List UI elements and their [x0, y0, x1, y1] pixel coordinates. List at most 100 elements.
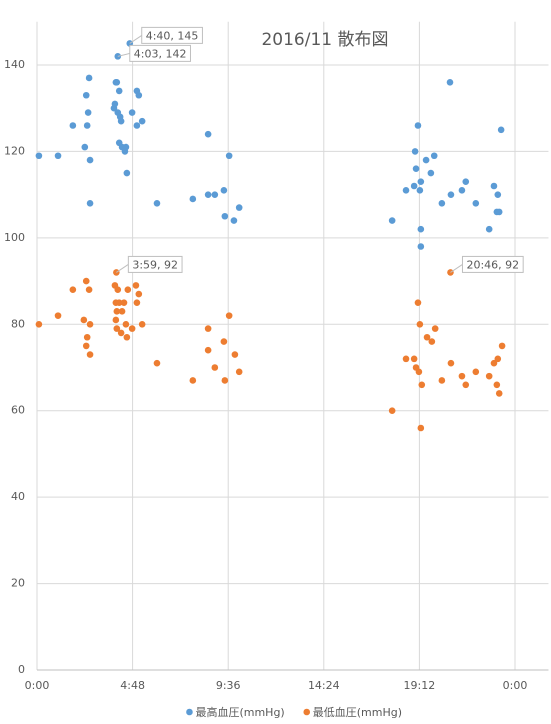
- point: [84, 109, 92, 116]
- y-tick-label: 100: [4, 231, 25, 244]
- point: [113, 269, 120, 276]
- point: [438, 377, 446, 384]
- plot: [35, 40, 506, 432]
- point: [220, 187, 228, 194]
- y-tick-label: 140: [4, 58, 25, 71]
- point: [113, 78, 121, 86]
- point: [123, 333, 131, 341]
- data-label: 4:03, 142: [134, 47, 187, 60]
- point: [115, 87, 123, 95]
- data-label: 3:59, 92: [132, 258, 178, 271]
- legend-label: 最低血圧(mmHg): [313, 705, 402, 719]
- legend-label: 最高血圧(mmHg): [195, 705, 284, 719]
- point: [35, 152, 43, 160]
- point: [225, 312, 233, 319]
- legend-item: 最高血圧(mmHg): [186, 705, 285, 719]
- chart-title: 2016/11 散布図: [261, 30, 388, 50]
- point: [204, 130, 212, 138]
- point: [114, 286, 122, 294]
- point: [69, 286, 77, 294]
- y-tick-label: 40: [11, 490, 25, 503]
- point: [417, 243, 425, 250]
- point: [458, 372, 466, 380]
- grid: 0 20 40 60 80 100 120 140 0:00 4:48 9:36 14:24 19:12…: [4, 21, 549, 692]
- point: [81, 143, 89, 151]
- point: [422, 156, 430, 164]
- x-tick-label: 0:00: [25, 679, 50, 692]
- point: [388, 217, 396, 224]
- point: [388, 407, 396, 415]
- point: [472, 368, 480, 376]
- point: [128, 109, 136, 116]
- point: [135, 290, 143, 298]
- y-tick-label: 60: [11, 404, 25, 417]
- point: [80, 316, 88, 324]
- x-tick-label: 19:12: [404, 679, 436, 692]
- point: [133, 122, 141, 129]
- point: [493, 381, 501, 389]
- point: [204, 325, 212, 332]
- point: [230, 217, 238, 224]
- point: [82, 342, 90, 350]
- point: [416, 320, 424, 328]
- label-leader: [116, 264, 129, 273]
- point: [112, 316, 120, 324]
- label-leader: [129, 34, 143, 44]
- point: [132, 282, 140, 289]
- label-box: [127, 255, 183, 273]
- point: [86, 156, 94, 164]
- point: [117, 117, 125, 125]
- x-tick-label: 0:00: [503, 679, 528, 692]
- point: [495, 208, 503, 216]
- point: [402, 355, 410, 363]
- point: [225, 152, 233, 160]
- point: [85, 286, 93, 294]
- point: [427, 169, 435, 177]
- x-tick-label: 9:36: [216, 679, 241, 692]
- point: [418, 381, 426, 389]
- point: [428, 338, 436, 345]
- point: [138, 320, 146, 328]
- point: [83, 333, 91, 341]
- point: [189, 377, 197, 384]
- point: [497, 126, 505, 134]
- point: [494, 191, 502, 198]
- point: [82, 91, 90, 99]
- data-label: 4:40, 145: [146, 29, 199, 42]
- point: [86, 351, 94, 358]
- point: [231, 351, 239, 358]
- point: [446, 78, 454, 86]
- point: [410, 182, 418, 190]
- point: [417, 225, 425, 233]
- point: [416, 187, 424, 194]
- point: [204, 191, 212, 198]
- point: [111, 100, 119, 108]
- point: [153, 199, 161, 207]
- x-tick-label: 4:48: [120, 679, 145, 692]
- point: [69, 122, 77, 129]
- point: [35, 320, 43, 328]
- point: [411, 148, 419, 155]
- point: [414, 122, 422, 129]
- point: [221, 377, 229, 384]
- y-tick-label: 20: [11, 577, 25, 590]
- point: [122, 143, 130, 151]
- point: [447, 191, 455, 198]
- label-leader: [450, 264, 463, 273]
- point: [133, 299, 141, 306]
- data-label: 20:46, 92: [466, 258, 519, 271]
- y-tick-label: 0: [18, 663, 25, 676]
- point: [85, 74, 93, 82]
- point: [462, 178, 470, 185]
- point: [54, 152, 62, 160]
- point: [472, 199, 480, 207]
- legend: 最高血圧(mmHg) 最低血圧(mmHg): [186, 705, 402, 719]
- point: [485, 225, 493, 233]
- point: [495, 390, 503, 397]
- legend-item: 最低血圧(mmHg): [303, 705, 402, 719]
- point: [447, 359, 455, 367]
- point: [117, 329, 125, 337]
- label-leader: [117, 52, 130, 57]
- point: [115, 299, 123, 306]
